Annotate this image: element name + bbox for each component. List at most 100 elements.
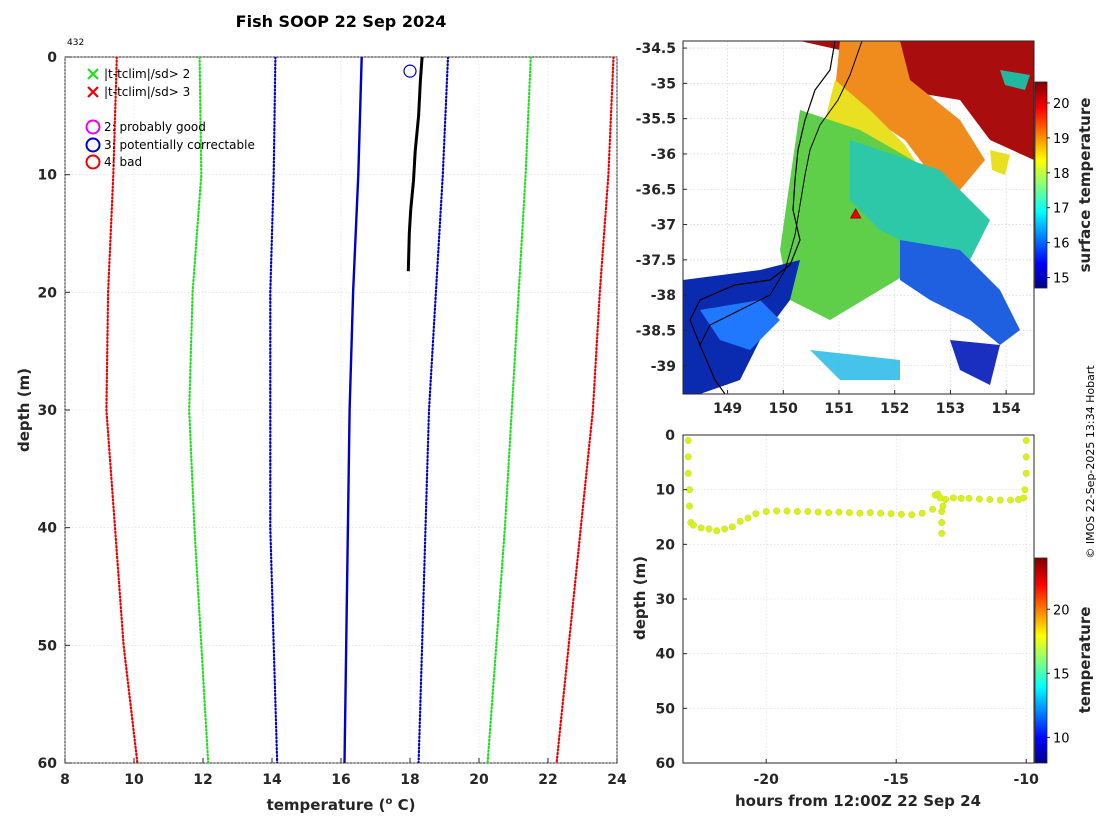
legend-label-sd2: |t-tclim|/sd> 2 — [104, 67, 190, 81]
depth-point — [684, 469, 692, 477]
depth-point — [773, 507, 781, 515]
series-line-3 — [343, 57, 363, 763]
x-tick-label: 14 — [262, 772, 282, 788]
legend-label-flag3: 3: potentially correctable — [104, 138, 255, 152]
depth-x-tick-label: -20 — [754, 772, 780, 788]
y-tick-label: 0 — [47, 50, 57, 66]
depth-point — [684, 453, 692, 461]
depth-point — [835, 508, 843, 516]
depth-point — [752, 510, 760, 518]
legend-entry-sd3: |t-tclim|/sd> 3 — [87, 85, 190, 99]
x-tick-label: 10 — [124, 772, 144, 788]
depth-point — [996, 496, 1004, 504]
map-axes-box — [682, 40, 1035, 395]
temperature-colorbar — [1034, 557, 1048, 764]
depth-point — [938, 519, 946, 526]
depth-point — [866, 509, 874, 517]
legend-label-flag4: 4: bad — [104, 155, 142, 169]
y-tick-label: 30 — [38, 403, 58, 419]
depth-points — [684, 437, 1030, 537]
x-tick-label: 16 — [331, 772, 350, 788]
depth-y-tick-label: 20 — [656, 537, 676, 553]
sst-colorbar-ticks: 15 16 17 18 19 20 — [1047, 97, 1070, 287]
depth-series-panel: -20 -15 -10 0 10 20 30 40 50 60 hours from 12:00Z… — [631, 428, 1094, 810]
y-tick-label: 60 — [38, 756, 58, 772]
sst-colorbar — [1034, 81, 1048, 289]
map-y-tick-label: -35 — [651, 76, 676, 92]
depth-point — [957, 494, 965, 502]
depth-y-tick-label: 10 — [656, 483, 676, 499]
depth-point — [918, 509, 926, 517]
depth-point — [686, 502, 693, 510]
series-line-7 — [406, 57, 424, 272]
series-line-0 — [105, 57, 139, 763]
depth-point — [975, 495, 983, 503]
depth-point — [942, 496, 950, 503]
depth-point — [887, 510, 895, 518]
map-y-tick-label: -36 — [651, 147, 676, 163]
temperature-colorbar-tick-label: 15 — [1053, 667, 1070, 682]
y-tick-label: 50 — [38, 638, 58, 654]
series-line-1 — [188, 57, 210, 763]
sst-colorbar-tick-label: 16 — [1053, 237, 1070, 252]
depth-point — [1020, 494, 1028, 502]
depth-point — [1022, 437, 1030, 444]
red-cross-icon — [87, 86, 99, 98]
x-tick-label: 20 — [469, 772, 489, 788]
y-tick-label: 40 — [38, 521, 58, 537]
chart-title: Fish SOOP 22 Sep 2024 — [236, 12, 447, 31]
legend-entry-flag2: 2: probably good — [85, 119, 206, 135]
bathymetry-contour — [699, 41, 863, 346]
depth-point — [825, 509, 833, 517]
vessel-position-marker — [849, 207, 862, 219]
map-y-tick-label: -37.5 — [636, 253, 676, 269]
depth-point — [877, 509, 885, 517]
legend-label-flag2: 2: probably good — [104, 120, 206, 134]
blue-circle-icon — [85, 137, 101, 153]
depth-point — [1021, 486, 1029, 494]
map-y-tick-label: -38.5 — [636, 323, 676, 339]
profile-ticks: 8 10 12 14 16 18 20 22 24 0 10 20 30 40 50 60 — [38, 50, 627, 788]
x-tick-label: 18 — [400, 772, 419, 788]
depth-ticks: -20 -15 -10 0 10 20 30 40 50 60 — [656, 428, 1040, 788]
profile-panel: Fish SOOP 22 Sep 2024 8 10 12 14 16 18 20 22 24 0… — [15, 12, 627, 814]
map-y-tick-label: -35.5 — [636, 112, 676, 128]
map-x-tick-label: 153 — [936, 401, 965, 417]
depth-x-tick-label: -15 — [884, 772, 909, 788]
depth-point — [736, 517, 744, 525]
depth-point — [845, 509, 853, 517]
series-line-6 — [555, 57, 615, 763]
legend-entry-sd2: |t-tclim|/sd> 2 — [87, 67, 190, 81]
map-y-tick-label: -37 — [651, 218, 676, 234]
profile-lines — [105, 57, 615, 763]
profile-id-label: 432 — [67, 38, 84, 48]
x-tick-label: 12 — [193, 772, 212, 788]
depth-point — [697, 524, 705, 532]
x-tick-label: 24 — [607, 772, 627, 788]
series-line-5 — [486, 57, 532, 763]
sst-colorbar-tick-label: 18 — [1053, 167, 1070, 182]
depth-x-axis-label: hours from 12:00Z 22 Sep 24 — [735, 792, 981, 810]
depth-x-tick-label: -10 — [1014, 772, 1040, 788]
red-circle-icon — [85, 154, 101, 170]
depth-point — [705, 525, 713, 533]
depth-point — [938, 529, 946, 537]
sst-colorbar-tick-label: 15 — [1053, 272, 1070, 287]
map-ticks: 149 150 151 152 153 154 -34.5 -35 -35.5 -36 -36.5 -… — [636, 41, 1021, 417]
sst-field — [683, 41, 1034, 394]
x-tick-label: 22 — [538, 772, 557, 788]
depth-point — [684, 437, 692, 444]
series-line-2 — [269, 57, 279, 763]
series-line-4 — [417, 57, 450, 763]
y-tick-label: 10 — [38, 168, 58, 184]
map-y-tick-label: -38 — [651, 288, 676, 304]
coastline — [689, 41, 836, 394]
legend-entry-flag4: 4: bad — [85, 154, 142, 170]
sst-colorbar-tick-label: 19 — [1053, 132, 1070, 147]
depth-point — [965, 494, 973, 502]
depth-point — [897, 510, 905, 518]
credit-text: © IMOS 22-Sep-2025 13:34 Hobart — [1084, 365, 1097, 559]
depth-point — [856, 509, 864, 517]
legend-entry-flag3: 3: potentially correctable — [85, 137, 255, 153]
